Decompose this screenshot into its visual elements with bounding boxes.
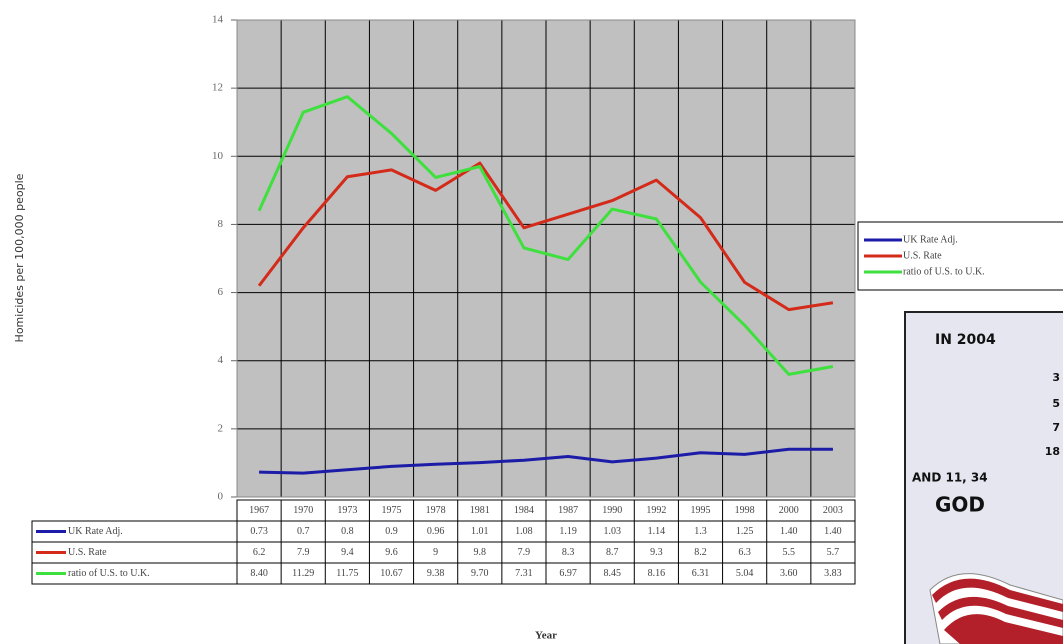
data-label: 11.29 bbox=[292, 568, 314, 579]
x-tick-label: 1984 bbox=[514, 505, 534, 516]
data-label: 1.08 bbox=[515, 526, 533, 537]
table-row-label: ratio of U.S. to U.K. bbox=[68, 568, 150, 579]
y-tick-label: 12 bbox=[212, 82, 223, 94]
x-axis-label: Year bbox=[535, 630, 557, 642]
data-label: 1.19 bbox=[559, 526, 577, 537]
data-label: 10.67 bbox=[380, 568, 403, 579]
y-tick-label: 2 bbox=[218, 422, 224, 434]
x-tick-label: 1978 bbox=[426, 505, 446, 516]
data-label: 0.96 bbox=[427, 526, 445, 537]
poster-text: 7 bbox=[1052, 421, 1060, 434]
x-tick-label: 1970 bbox=[293, 505, 313, 516]
x-tick-label: 1981 bbox=[470, 505, 490, 516]
data-label: 9.38 bbox=[427, 568, 445, 579]
y-axis-label: Homicides per 100,000 people bbox=[13, 173, 26, 342]
data-label: 6.97 bbox=[559, 568, 577, 579]
data-label: 7.9 bbox=[518, 547, 531, 558]
data-label: 1.25 bbox=[736, 526, 754, 537]
legend-label: U.S. Rate bbox=[903, 250, 942, 261]
x-tick-label: 1975 bbox=[382, 505, 402, 516]
y-tick-label: 4 bbox=[218, 354, 224, 366]
data-label: 1.3 bbox=[694, 526, 707, 537]
data-label: 9.3 bbox=[650, 547, 663, 558]
x-tick-label: 2003 bbox=[823, 505, 843, 516]
data-label: 5.7 bbox=[827, 547, 840, 558]
table-row-label: UK Rate Adj. bbox=[68, 526, 123, 537]
data-label: 8.45 bbox=[603, 568, 621, 579]
poster-text: GOD bbox=[935, 493, 985, 517]
x-tick-label: 1973 bbox=[337, 505, 357, 516]
legend-label: UK Rate Adj. bbox=[903, 234, 958, 245]
data-label: 8.2 bbox=[694, 547, 707, 558]
y-tick-label: 8 bbox=[218, 218, 224, 230]
data-label: 9.6 bbox=[385, 547, 398, 558]
data-label: 3.83 bbox=[824, 568, 842, 579]
data-label: 5.04 bbox=[736, 568, 754, 579]
data-label: 8.16 bbox=[648, 568, 666, 579]
x-tick-label: 1987 bbox=[558, 505, 578, 516]
y-tick-label: 10 bbox=[212, 150, 224, 162]
x-tick-label: 2000 bbox=[779, 505, 799, 516]
data-label: 6.31 bbox=[692, 568, 710, 579]
poster-text: AND 11, 34 bbox=[912, 471, 988, 485]
poster-text: 3 bbox=[1052, 371, 1060, 384]
data-label: 1.40 bbox=[780, 526, 798, 537]
y-tick-label: 14 bbox=[212, 14, 224, 26]
data-label: 0.9 bbox=[385, 526, 398, 537]
data-label: 3.60 bbox=[780, 568, 798, 579]
data-label: 0.8 bbox=[341, 526, 354, 537]
x-tick-label: 1967 bbox=[249, 505, 269, 516]
data-label: 0.7 bbox=[297, 526, 310, 537]
data-label: 0.73 bbox=[250, 526, 268, 537]
x-tick-label: 1998 bbox=[735, 505, 755, 516]
y-tick-label: 6 bbox=[218, 286, 224, 298]
table-row-label: U.S. Rate bbox=[68, 547, 107, 558]
chart: Homicides per 100,000 people Year 0 2 4 6 8 1… bbox=[0, 0, 1063, 644]
data-label: 6.2 bbox=[253, 547, 266, 558]
data-label: 8.40 bbox=[250, 568, 268, 579]
data-label: 1.01 bbox=[471, 526, 489, 537]
x-tick-label: 1992 bbox=[646, 505, 666, 516]
data-label: 1.40 bbox=[824, 526, 842, 537]
data-label: 6.3 bbox=[738, 547, 751, 558]
data-label: 7.9 bbox=[297, 547, 310, 558]
data-label: 11.75 bbox=[336, 568, 358, 579]
poster-text: 5 bbox=[1052, 397, 1060, 410]
data-label: 1.03 bbox=[603, 526, 621, 537]
data-label: 9.8 bbox=[474, 547, 487, 558]
data-label: 7.31 bbox=[515, 568, 533, 579]
legend: UK Rate Adj. U.S. Rate ratio of U.S. to U.… bbox=[858, 222, 1063, 290]
data-label: 9.4 bbox=[341, 547, 354, 558]
data-label: 1.14 bbox=[648, 526, 666, 537]
data-label: 9 bbox=[433, 547, 438, 558]
legend-label: ratio of U.S. to U.K. bbox=[903, 266, 985, 277]
data-label: 5.5 bbox=[783, 547, 796, 558]
poster-text: IN 2004 bbox=[935, 332, 996, 348]
page: Homicides per 100,000 people Year 0 2 4 6 8 1… bbox=[0, 0, 1063, 644]
y-tick-label: 0 bbox=[218, 491, 224, 503]
data-label: 9.70 bbox=[471, 568, 489, 579]
data-label: 8.7 bbox=[606, 547, 619, 558]
x-tick-label: 1990 bbox=[602, 505, 622, 516]
data-label: 8.3 bbox=[562, 547, 575, 558]
poster-text: 18 bbox=[1045, 445, 1060, 458]
x-tick-label: 1995 bbox=[691, 505, 711, 516]
